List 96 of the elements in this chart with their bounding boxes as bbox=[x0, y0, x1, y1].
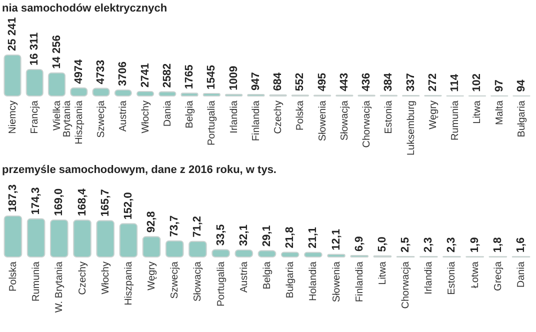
x-tick-label: Czechy bbox=[273, 100, 284, 134]
x-tick-label: Austria bbox=[238, 261, 250, 293]
x-tick-label: Bułgaria bbox=[285, 261, 296, 298]
data-label: 4974 bbox=[72, 58, 85, 84]
x-tick-label: Włochy bbox=[140, 100, 152, 134]
x-tick-label: Rumunia bbox=[31, 261, 42, 302]
data-label: 6,9 bbox=[353, 236, 366, 252]
x-tick-label: Litwa bbox=[472, 100, 484, 124]
x-tick-label: Bułgaria bbox=[516, 100, 528, 138]
x-tick-label: Luksemburg bbox=[406, 100, 417, 156]
x-tick-label: Grecja bbox=[492, 261, 504, 291]
x-tick-label: Słowacja bbox=[192, 261, 204, 302]
x-tick-label: Niemcy bbox=[8, 100, 19, 134]
data-label: 384 bbox=[382, 72, 395, 92]
data-label: 1765 bbox=[184, 64, 196, 90]
x-tick-label: Hiszpania bbox=[74, 100, 85, 144]
chart-title: nia samochodów elektrycznych bbox=[2, 2, 168, 14]
x-tick-label: Austria bbox=[118, 100, 130, 132]
x-tick-label: Malta bbox=[494, 100, 506, 125]
x-tick-label: Wielka Brytania bbox=[52, 100, 73, 138]
x-tick-label: Słowacja bbox=[339, 100, 350, 141]
x-tick-label: Szwecja bbox=[170, 261, 181, 299]
x-tick-label: Irlandia bbox=[424, 261, 435, 294]
data-label: 272 bbox=[426, 73, 439, 92]
x-tick-label: Rumunia bbox=[450, 100, 462, 141]
data-label: 33,5 bbox=[214, 224, 227, 246]
x-tick-label: Finlandia bbox=[250, 100, 262, 142]
chart-title: przemyśle samochodowym, dane z 2016 roku, w tys. bbox=[2, 164, 276, 176]
data-label: 2582 bbox=[161, 63, 174, 88]
x-tick-label: Czechy bbox=[77, 262, 88, 295]
data-label: 684 bbox=[272, 72, 284, 91]
data-label: 1,9 bbox=[468, 237, 481, 253]
data-label: 187,3 bbox=[6, 184, 19, 212]
x-tick-label: Dania bbox=[516, 261, 528, 288]
data-label: 174,3 bbox=[30, 187, 42, 215]
data-label: 4733 bbox=[95, 60, 108, 84]
data-label: 92,8 bbox=[146, 211, 158, 233]
x-tick-label: Słowenia bbox=[317, 100, 328, 142]
data-label: 1,6 bbox=[515, 237, 528, 253]
x-tick-label: W. Brytania bbox=[54, 261, 66, 313]
data-label: 2741 bbox=[139, 63, 152, 88]
x-tick-label: Holandia bbox=[308, 261, 320, 301]
data-label: 94 bbox=[515, 78, 528, 92]
data-label: 71,2 bbox=[192, 216, 204, 238]
x-tick-label: Belgia bbox=[184, 100, 196, 128]
x-tick-label: Irlandia bbox=[228, 100, 240, 134]
x-tick-label: Włochy bbox=[100, 262, 112, 294]
data-label: 16 311 bbox=[28, 32, 41, 66]
data-label: 169,0 bbox=[53, 188, 66, 216]
data-label: 97 bbox=[493, 80, 506, 92]
x-tick-label: Estonia bbox=[446, 261, 458, 295]
data-label: 2,3 bbox=[446, 237, 458, 252]
x-tick-label: Szwecja bbox=[96, 100, 108, 138]
data-label: 165,7 bbox=[99, 189, 112, 217]
data-label: 552 bbox=[294, 72, 306, 92]
x-tick-label: Chorwacja bbox=[362, 100, 373, 148]
x-tick-label: Dania bbox=[162, 100, 174, 127]
x-tick-label: Estonia bbox=[384, 100, 395, 134]
x-tick-label: Polska bbox=[8, 261, 19, 292]
data-label: 21,1 bbox=[307, 226, 320, 248]
x-tick-label: Finlandia bbox=[354, 261, 366, 302]
x-tick-label: Portugalia bbox=[206, 100, 218, 146]
data-label: 337 bbox=[404, 73, 417, 92]
x-tick-label: Chorwacja bbox=[400, 261, 412, 309]
x-tick-label: Hiszpania bbox=[123, 261, 134, 306]
x-tick-label: Węgry bbox=[146, 262, 158, 290]
data-label: 5,0 bbox=[376, 236, 388, 252]
x-tick-label: Węgry bbox=[428, 100, 439, 130]
x-tick-label: Litwa bbox=[377, 261, 388, 285]
data-label: 168,4 bbox=[76, 188, 88, 216]
data-label: 14 256 bbox=[50, 35, 63, 69]
data-label: 29,1 bbox=[261, 225, 273, 247]
x-tick-label: Francja bbox=[30, 100, 41, 134]
data-label: 73,7 bbox=[168, 215, 181, 237]
data-label: 436 bbox=[360, 72, 373, 92]
data-label: 2,3 bbox=[422, 237, 435, 252]
data-label: 12,1 bbox=[330, 228, 342, 250]
data-label: 1545 bbox=[206, 65, 218, 90]
x-tick-label: Łotwa bbox=[470, 261, 481, 288]
data-label: 1,8 bbox=[492, 237, 504, 253]
data-label: 947 bbox=[250, 72, 262, 90]
x-tick-label: Słowenia bbox=[331, 261, 342, 302]
x-tick-label: Polska bbox=[295, 100, 306, 131]
data-label: 2,5 bbox=[400, 237, 412, 252]
data-label: 32,1 bbox=[238, 224, 250, 246]
data-label: 114 bbox=[449, 73, 462, 92]
data-label: 1009 bbox=[228, 66, 240, 90]
data-label: 21,8 bbox=[284, 226, 296, 248]
data-label: 102 bbox=[471, 73, 484, 92]
data-label: 3706 bbox=[117, 61, 130, 86]
data-label: 495 bbox=[316, 72, 328, 92]
data-label: 443 bbox=[338, 72, 350, 92]
data-label: 152,0 bbox=[122, 192, 134, 220]
x-tick-label: Portugalia bbox=[216, 261, 227, 307]
x-tick-label: Belgia bbox=[262, 261, 273, 290]
data-label: 25 241 bbox=[6, 17, 19, 51]
